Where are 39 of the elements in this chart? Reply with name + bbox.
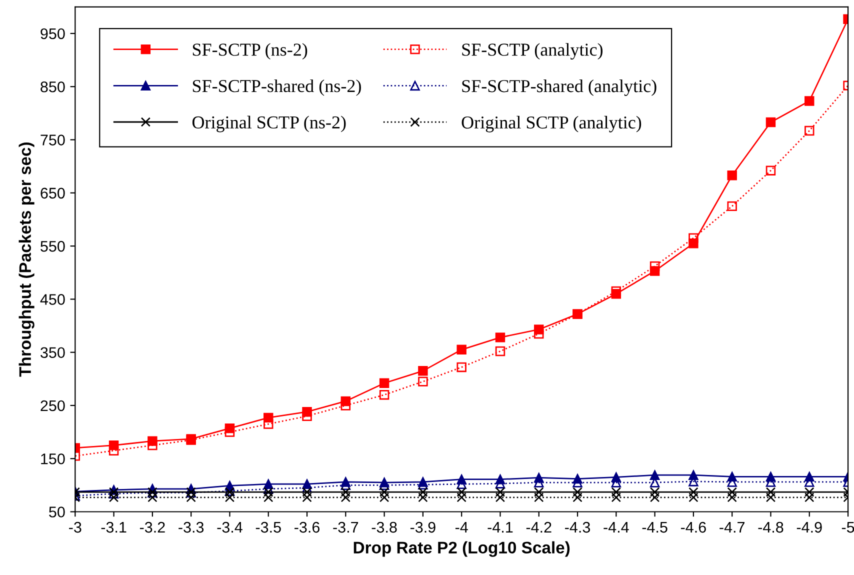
legend-label: SF-SCTP-shared (analytic) <box>462 80 656 96</box>
y-tick-label: 650 <box>40 188 65 199</box>
y-tick-label: 450 <box>40 294 65 305</box>
x-tick-label: -3.3 <box>178 522 204 533</box>
x-tick-label: -3.8 <box>372 522 397 533</box>
x-axis-title: Drop Rate P2 (Log10 Scale) <box>354 541 570 557</box>
x-tick-label: -3 <box>69 522 82 533</box>
x-tick-label: -3.1 <box>101 522 126 533</box>
x-tick-label: -3.2 <box>140 522 165 533</box>
y-tick-label: 250 <box>40 400 65 412</box>
y-tick-label: 150 <box>41 453 65 464</box>
x-tick-label: -3.7 <box>333 522 358 533</box>
x-tick-label: -3.6 <box>294 522 320 533</box>
legend-label: Original SCTP (ns-2) <box>192 116 346 132</box>
x-tick-label: -4.3 <box>565 522 590 533</box>
x-tick-label: -3.5 <box>256 522 281 533</box>
y-tick-label: 50 <box>49 506 65 518</box>
x-tick-label: -4.1 <box>488 522 513 533</box>
x-tick-label: -4.2 <box>526 522 552 533</box>
x-tick-label: -3.4 <box>217 522 242 533</box>
x-tick-label: -4 <box>455 522 468 533</box>
x-tick-label: -4.5 <box>642 522 668 533</box>
x-tick-label: -4.4 <box>604 522 629 533</box>
x-tick-label: -4.6 <box>680 522 706 533</box>
x-tick-label: -4.9 <box>796 522 822 533</box>
y-tick-label: 350 <box>40 347 65 358</box>
legend-label: SF-SCTP (analytic) <box>462 43 603 60</box>
y-tick-label: 750 <box>40 134 65 146</box>
x-tick-label: -4.7 <box>720 522 744 533</box>
y-tick-label: 550 <box>40 240 65 252</box>
legend-label: Original SCTP (analytic) <box>462 116 642 132</box>
y-axis-title: Throughput (Packets per sec) <box>18 142 34 377</box>
legend-label: SF-SCTP-shared (ns-2) <box>192 79 361 96</box>
x-tick-label: -5 <box>842 522 854 533</box>
y-tick-label: 850 <box>40 81 65 92</box>
x-tick-label: -3.9 <box>410 522 436 533</box>
legend-label: SF-SCTP (ns-2) <box>192 43 308 60</box>
x-tick-label: -4.8 <box>758 522 784 533</box>
y-tick-label: 950 <box>40 28 65 40</box>
